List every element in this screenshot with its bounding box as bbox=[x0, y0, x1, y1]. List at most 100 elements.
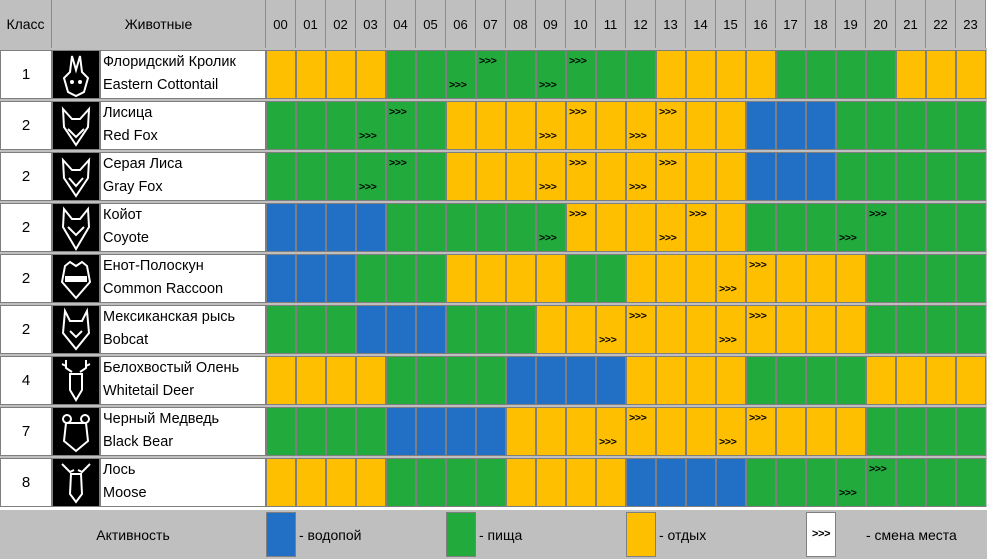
activity-cell bbox=[356, 152, 386, 201]
bobcat-icon bbox=[52, 305, 100, 354]
activity-cell bbox=[326, 407, 356, 456]
activity-cell bbox=[326, 356, 356, 405]
activity-cell bbox=[296, 305, 326, 354]
activity-cell bbox=[356, 50, 386, 99]
activity-cell bbox=[776, 254, 806, 303]
activity-cell bbox=[476, 356, 506, 405]
header-hour-08: 08 bbox=[506, 0, 536, 48]
activity-cell bbox=[716, 356, 746, 405]
activity-cell bbox=[446, 458, 476, 507]
activity-cell bbox=[446, 305, 476, 354]
animal-name-cell: Лось Moose bbox=[100, 458, 266, 507]
class-cell: 2 bbox=[0, 203, 52, 252]
activity-cell bbox=[716, 101, 746, 150]
move-marker: >>> bbox=[599, 335, 617, 347]
activity-cell bbox=[506, 101, 536, 150]
activity-cell bbox=[746, 203, 776, 252]
class-cell: 7 bbox=[0, 407, 52, 456]
legend-title: Активность bbox=[96, 526, 170, 543]
activity-cell bbox=[266, 101, 296, 150]
activity-cell bbox=[926, 407, 956, 456]
animal-name-cell: Белохвостый Олень Whitetail Deer bbox=[100, 356, 266, 405]
activity-cell bbox=[296, 50, 326, 99]
animal-name-en: Gray Fox bbox=[103, 179, 163, 195]
animal-name-cell: Черный Медведь Black Bear bbox=[100, 407, 266, 456]
activity-cell bbox=[566, 356, 596, 405]
activity-cell bbox=[296, 407, 326, 456]
activity-cell bbox=[506, 305, 536, 354]
activity-cell bbox=[356, 254, 386, 303]
activity-cell bbox=[476, 50, 506, 99]
activity-cell bbox=[596, 356, 626, 405]
activity-cell bbox=[716, 458, 746, 507]
activity-cell bbox=[386, 305, 416, 354]
activity-cell bbox=[746, 305, 776, 354]
legend-move-swatch: >>> bbox=[806, 512, 836, 557]
move-marker: >>> bbox=[839, 488, 857, 500]
activity-cell bbox=[386, 458, 416, 507]
activity-cell bbox=[806, 458, 836, 507]
move-marker: >>> bbox=[449, 80, 467, 92]
activity-cell bbox=[716, 254, 746, 303]
activity-cell bbox=[596, 101, 626, 150]
header-hour-18: 18 bbox=[806, 0, 836, 48]
activity-cell bbox=[686, 458, 716, 507]
legend-rest-label: - отдых bbox=[659, 526, 707, 543]
activity-cell bbox=[446, 203, 476, 252]
header-hour-13: 13 bbox=[656, 0, 686, 48]
animal-name-en: Coyote bbox=[103, 230, 149, 246]
activity-cell bbox=[626, 254, 656, 303]
animal-name-en: Bobcat bbox=[103, 332, 149, 348]
activity-cell bbox=[956, 50, 986, 99]
header-hour-20: 20 bbox=[866, 0, 896, 48]
activity-cell bbox=[926, 50, 956, 99]
activity-cell bbox=[626, 203, 656, 252]
activity-cell bbox=[266, 407, 296, 456]
bear-icon bbox=[52, 407, 100, 456]
move-marker: >>> bbox=[389, 158, 407, 170]
header-hour-14: 14 bbox=[686, 0, 716, 48]
activity-cell bbox=[806, 50, 836, 99]
activity-cell bbox=[956, 152, 986, 201]
activity-cell bbox=[716, 407, 746, 456]
activity-cell bbox=[536, 50, 566, 99]
activity-cell bbox=[536, 152, 566, 201]
animal-name-ru: Лисица bbox=[103, 105, 153, 121]
activity-cell bbox=[326, 101, 356, 150]
activity-cell bbox=[356, 458, 386, 507]
header-hour-00: 00 bbox=[266, 0, 296, 48]
header-animals: Животные bbox=[52, 0, 266, 48]
activity-cell bbox=[566, 254, 596, 303]
activity-cell bbox=[386, 356, 416, 405]
move-marker: >>> bbox=[569, 56, 587, 68]
activity-cell bbox=[296, 203, 326, 252]
coyote-icon bbox=[52, 203, 100, 252]
activity-cell bbox=[926, 101, 956, 150]
activity-cell bbox=[686, 254, 716, 303]
activity-cell bbox=[686, 101, 716, 150]
activity-cell bbox=[656, 152, 686, 201]
activity-cell bbox=[326, 254, 356, 303]
activity-cell bbox=[356, 305, 386, 354]
activity-cell bbox=[836, 254, 866, 303]
activity-cell bbox=[626, 50, 656, 99]
activity-cell bbox=[956, 203, 986, 252]
activity-cell bbox=[386, 50, 416, 99]
activity-cell bbox=[686, 407, 716, 456]
animal-name-ru: Серая Лиса bbox=[103, 156, 183, 172]
activity-cell bbox=[656, 305, 686, 354]
header-hour-11: 11 bbox=[596, 0, 626, 48]
activity-cell bbox=[656, 50, 686, 99]
activity-cell bbox=[476, 254, 506, 303]
animal-name-ru: Флоридский Кролик bbox=[103, 54, 236, 70]
activity-cell bbox=[896, 305, 926, 354]
activity-cell bbox=[896, 203, 926, 252]
animal-name-en: Moose bbox=[103, 485, 147, 501]
move-marker: >>> bbox=[389, 107, 407, 119]
move-marker: >>> bbox=[869, 464, 887, 476]
header-hour-17: 17 bbox=[776, 0, 806, 48]
move-marker: >>> bbox=[749, 260, 767, 272]
activity-cell bbox=[626, 407, 656, 456]
move-marker: >>> bbox=[629, 182, 647, 194]
activity-cell bbox=[536, 458, 566, 507]
